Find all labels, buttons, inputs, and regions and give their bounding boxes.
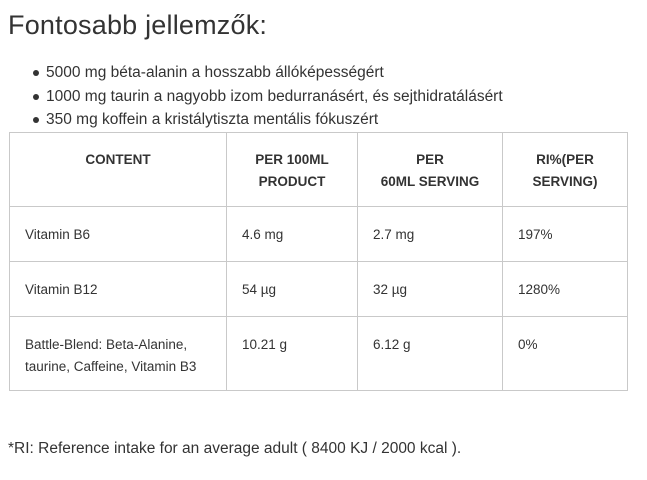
header-per-60ml-line1: PER: [416, 152, 444, 167]
feature-item: 5000 mg béta-alanin a hosszabb állóképes…: [8, 61, 503, 85]
header-per-100ml-line1: PER 100ML: [255, 152, 329, 167]
feature-item: 1000 mg taurin a nagyobb izom bedurranás…: [8, 85, 503, 109]
feature-list: 5000 mg béta-alanin a hosszabb állóképes…: [8, 61, 503, 132]
header-ri: RI%(PER SERVING): [502, 132, 628, 207]
cell-content: Vitamin B6: [9, 206, 227, 262]
cell-content-line1: Battle-Blend: Beta-Alanine,: [25, 337, 188, 352]
header-per-60ml: PER 60ML SERVING: [357, 132, 503, 207]
table-row: Vitamin B6 4.6 mg 2.7 mg 197%: [9, 206, 628, 262]
header-content: CONTENT: [9, 132, 227, 207]
cell-content: Vitamin B12: [9, 261, 227, 317]
bullet-icon: [33, 93, 39, 100]
cell-ri: 1280%: [502, 261, 628, 317]
header-ri-line1: RI%(PER: [536, 152, 594, 167]
feature-text: 350 mg koffein a kristálytiszta mentális…: [46, 111, 379, 128]
header-per-100ml: PER 100ML PRODUCT: [226, 132, 358, 207]
header-content-label: CONTENT: [85, 152, 151, 167]
cell-ri: 0%: [502, 316, 628, 391]
cell-per-100ml: 54 µg: [226, 261, 358, 317]
nutrition-table: CONTENT PER 100ML PRODUCT PER 60ML SERVI…: [9, 132, 628, 391]
cell-per-60ml: 32 µg: [357, 261, 503, 317]
table-header-row: CONTENT PER 100ML PRODUCT PER 60ML SERVI…: [9, 132, 628, 207]
cell-per-60ml: 2.7 mg: [357, 206, 503, 262]
cell-ri: 197%: [502, 206, 628, 262]
footnote: *RI: Reference intake for an average adu…: [8, 440, 462, 457]
header-per-60ml-line2: 60ML SERVING: [380, 174, 480, 189]
header-per-100ml-line2: PRODUCT: [258, 174, 326, 189]
feature-text: 1000 mg taurin a nagyobb izom bedurranás…: [46, 87, 503, 105]
cell-per-100ml: 4.6 mg: [226, 206, 358, 262]
cell-per-100ml: 10.21 g: [226, 316, 358, 391]
header-ri-line2: SERVING): [532, 174, 598, 189]
bullet-icon: [33, 117, 39, 123]
cell-content-line2: taurine, Caffeine, Vitamin B3: [25, 359, 197, 374]
feature-text: 5000 mg béta-alanin a hosszabb állóképes…: [46, 64, 384, 81]
page-heading: Fontosabb jellemzők:: [8, 10, 268, 40]
feature-item: 350 mg koffein a kristálytiszta mentális…: [8, 108, 503, 132]
bullet-icon: [33, 70, 39, 76]
cell-per-60ml: 6.12 g: [357, 316, 503, 391]
cell-content: Battle-Blend: Beta-Alanine, taurine, Caf…: [9, 316, 227, 391]
table-row: Vitamin B12 54 µg 32 µg 1280%: [9, 261, 628, 317]
table-row: Battle-Blend: Beta-Alanine, taurine, Caf…: [9, 316, 628, 391]
